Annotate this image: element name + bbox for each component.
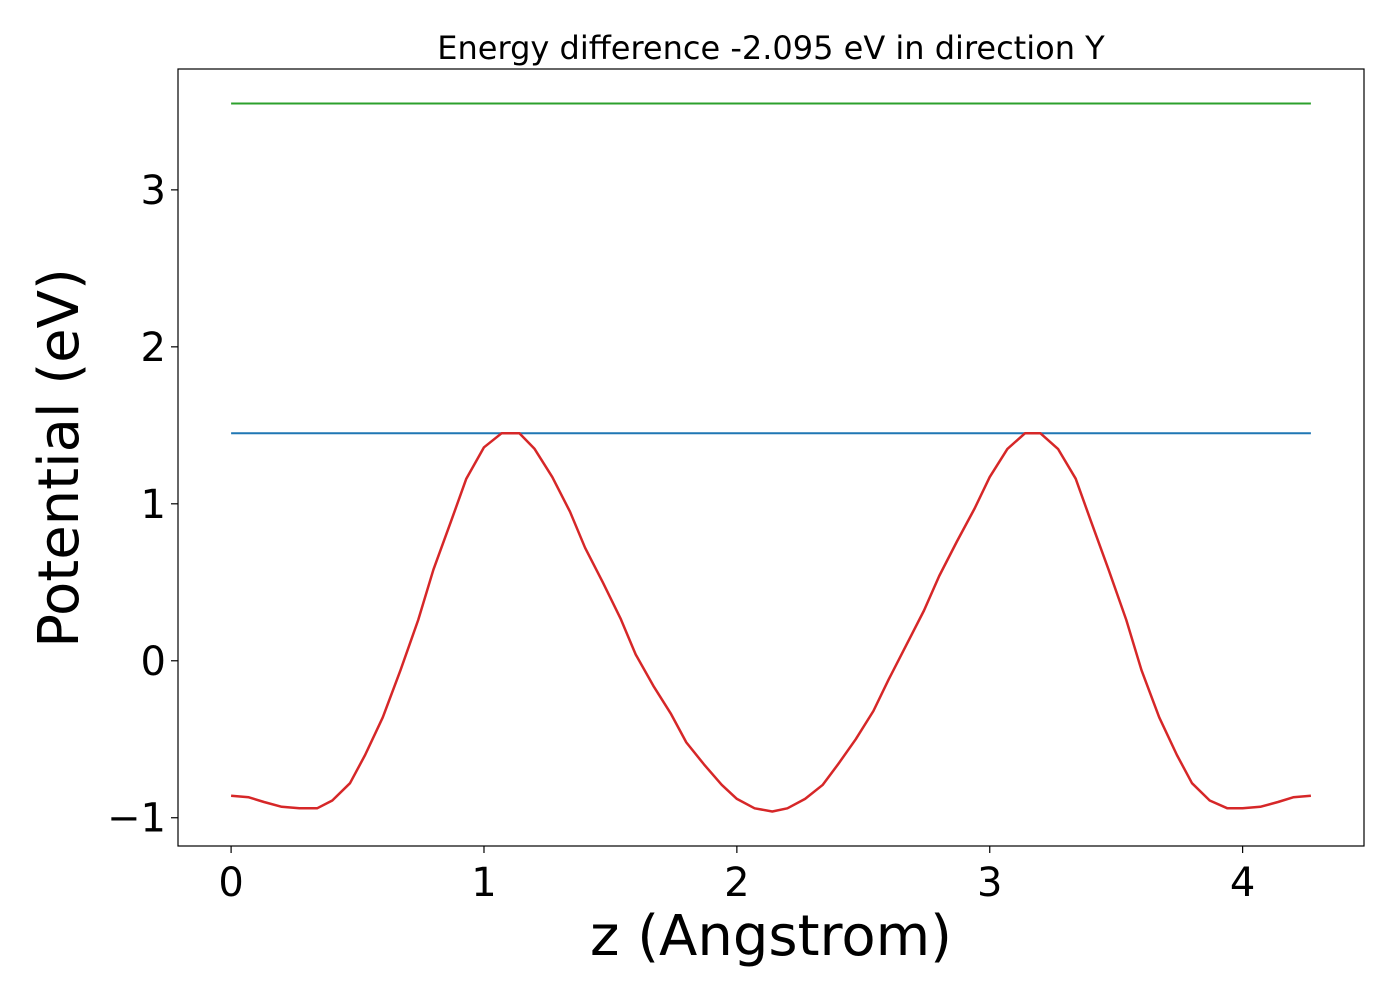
plot-area-background [178,69,1364,846]
x-ticks: 0 1 2 3 4 [218,846,1255,906]
y-ticks: −1 0 1 2 3 [107,168,178,842]
y-tick-label: 1 [141,482,166,528]
y-tick-label: 3 [141,168,166,214]
chart-title: Energy difference -2.095 eV in direction… [437,29,1105,67]
x-tick-label: 2 [724,860,749,906]
x-axis-label: z (Angstrom) [590,904,952,969]
x-tick-label: 0 [218,860,243,906]
series-line-2 [230,431,1312,813]
y-tick-label: 2 [141,325,166,371]
series-layer [230,102,1312,813]
x-tick-label: 4 [1230,860,1255,906]
x-tick-label: 3 [977,860,1002,906]
x-tick-label: 1 [471,860,496,906]
y-axis-label: Potential (eV) [27,268,92,648]
y-tick-label: 0 [141,639,166,685]
y-tick-label: −1 [107,796,166,842]
plot-frame [177,68,1365,847]
